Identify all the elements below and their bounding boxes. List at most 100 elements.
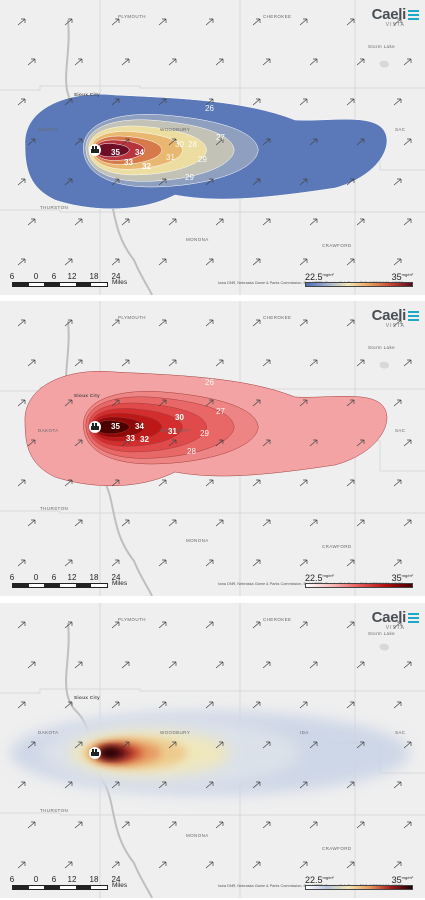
wind-arrow-icon [74,661,83,669]
wind-arrow-icon [309,519,318,527]
wind-arrow-icon [205,178,214,186]
wind-arrow-icon [356,218,365,226]
wind-arrow-icon [346,559,355,567]
heatmap-layer-7 [100,748,120,758]
legend-gradient-bar [305,885,413,890]
wind-arrow-icon [262,519,271,527]
wind-arrow-icon [252,178,261,186]
wind-arrow-icon [346,319,355,327]
brand-logo: Caeli VISTA [372,307,419,329]
wind-arrow-icon [111,98,120,106]
wind-arrow-icon [309,741,318,749]
scale-bar: 6 0 6 12 18 24 Miles [9,573,128,588]
wind-arrow-icon [111,701,120,709]
wind-arrow-icon [299,258,308,266]
wind-arrow-icon [299,319,308,327]
wind-arrow-icon [27,661,36,669]
wind-arrow-icon [17,861,26,869]
wind-arrow-icon [215,138,224,146]
wind-arrow-icon [121,439,130,447]
contour-label: 29 [198,155,207,164]
wind-arrow-icon [309,439,318,447]
place-woodbury: WOODBURY [160,127,191,132]
wind-arrow-icon [111,479,120,487]
wind-arrow-icon [205,559,214,567]
wind-arrow-icon [27,741,36,749]
contour-label: 26 [205,378,214,387]
map-canvas[interactable] [0,0,425,295]
wind-arrow-icon [393,178,402,186]
heatmap-fill [10,711,410,795]
wind-arrow-icon [346,479,355,487]
wind-arrow-icon [356,519,365,527]
wind-arrow-icon [64,559,73,567]
wind-arrow-icon [356,58,365,66]
wind-arrow-icon [299,18,308,26]
contour-label: 34 [135,422,144,431]
place-sioux-city: Sioux City [74,695,101,700]
wind-arrow-icon [64,479,73,487]
brand-waves-icon [408,8,419,22]
wind-arrow-icon [299,98,308,106]
legend-gradient-bar [305,583,413,588]
map-panel-filled-contours[interactable]: Caeli VISTA PLYMOUTH CHEROKEE Storm Lake … [0,0,425,295]
wind-arrow-icon [74,218,83,226]
wind-arrow-icon [17,701,26,709]
map-panel-heatmap[interactable]: Caeli VISTA PLYMOUTH CHEROKEE Storm Lake … [0,603,425,898]
wind-arrow-icon [309,58,318,66]
wind-arrow-icon [168,821,177,829]
wind-arrow-icon [309,138,318,146]
wind-arrow-icon [299,621,308,629]
wind-arrow-icon [252,621,261,629]
wind-arrow-icon [17,258,26,266]
wind-arrow-icon [403,359,412,367]
wind-arrow-icon [393,701,402,709]
map-panel-red-contours[interactable]: Caeli VISTA PLYMOUTH CHEROKEE Storm Lake … [0,301,425,596]
place-dakota: DAKOTA [38,730,59,735]
wind-arrow-icon [111,559,120,567]
wind-arrow-icon [64,861,73,869]
place-crawford: CRAWFORD [322,846,352,851]
wind-arrow-icon [74,138,83,146]
wind-arrow-icon [299,861,308,869]
wind-arrow-icon [168,519,177,527]
wind-arrow-icon [403,661,412,669]
wind-arrow-icon [346,98,355,106]
wind-arrow-icon [64,399,73,407]
contour-label: 27 [216,133,225,142]
wind-arrow-icon [64,258,73,266]
wind-arrow-icon [215,519,224,527]
wind-arrow-icon [262,741,271,749]
place-ida: IDA [300,730,309,735]
contour-label: 35 [111,422,120,431]
contour-label: 30 [175,140,184,149]
legend-max: 35mg/m² [391,573,413,583]
wind-arrow-icon [403,821,412,829]
wind-arrow-icon [252,399,261,407]
wind-arrow-icon [158,559,167,567]
wind-arrow-icon [168,218,177,226]
wind-arrow-icon [346,781,355,789]
place-sac: SAC [395,730,406,735]
wind-arrow-icon [393,621,402,629]
place-thurston: THURSTON [40,808,69,813]
storm-lake-water [379,361,390,369]
contour-label: 30 [175,413,184,422]
place-woodbury: WOODBURY [160,730,191,735]
place-cherokee: CHEROKEE [263,14,292,19]
wind-arrow-icon [403,58,412,66]
wind-arrow-icon [168,439,177,447]
wind-arrow-icon [393,319,402,327]
wind-arrow-icon [403,439,412,447]
wind-arrow-icon [121,519,130,527]
wind-arrow-icon [309,218,318,226]
map-canvas[interactable] [0,603,425,898]
place-plymouth: PLYMOUTH [118,14,146,19]
wind-arrow-icon [27,138,36,146]
place-storm-lake: Storm Lake [368,345,396,350]
wind-arrow-icon [252,701,261,709]
wind-arrow-icon [121,661,130,669]
map-canvas[interactable] [0,301,425,596]
wind-arrow-icon [74,359,83,367]
scale-bar: 6 0 6 12 18 24 Miles [9,272,128,287]
